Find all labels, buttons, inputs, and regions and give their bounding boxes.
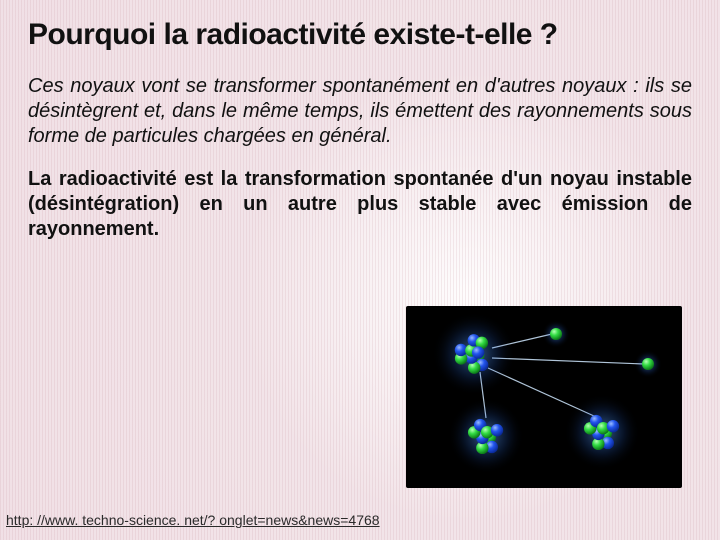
source-link[interactable]: http: //www. techno-science. net/? ongle…: [6, 512, 380, 528]
slide-root: Pourquoi la radioactivité existe-t-elle …: [0, 0, 720, 540]
decay-figure: [406, 306, 682, 488]
slide-title: Pourquoi la radioactivité existe-t-elle …: [28, 18, 692, 52]
paragraph-2: La radioactivité est la transformation s…: [28, 167, 692, 242]
paragraph-1: Ces noyaux vont se transformer spontaném…: [28, 74, 692, 149]
decay-svg: [406, 306, 682, 488]
